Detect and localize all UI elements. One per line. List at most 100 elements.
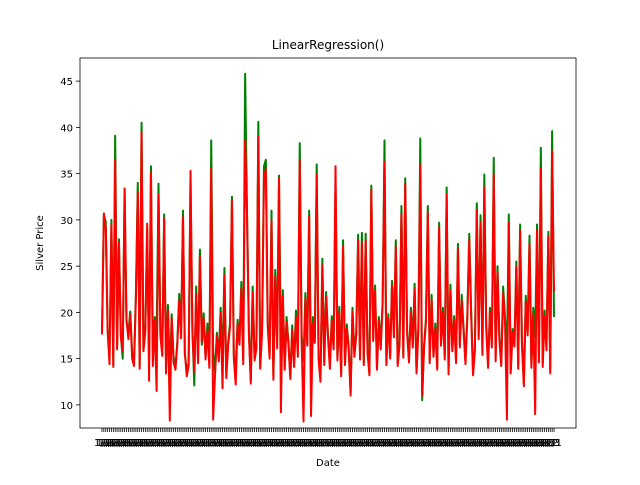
x-tick-label: 1/1 (162, 438, 178, 449)
x-tick-label: 1/3 (137, 438, 153, 449)
x-tick-label: 1/1 (156, 438, 172, 449)
x-tick-label: 1/2 (491, 438, 507, 449)
chart-title: LinearRegression() (272, 38, 384, 52)
x-tick-label: 1/2 (260, 438, 276, 449)
x-tick-label: 1/3 (290, 438, 306, 449)
x-tick-label: 1/2 (378, 438, 394, 449)
x-tick-label: 1/1 (213, 438, 229, 449)
x-tick-label: 1/2 (226, 438, 242, 449)
x-tick-label: 1/2 (486, 438, 502, 449)
x-tick-label: 1/1 (303, 438, 319, 449)
x-tick-label: 1/1 (506, 438, 522, 449)
x-tick-label: 1/1 (529, 438, 545, 449)
x-tick-label: 1/1 (128, 438, 144, 449)
x-tick-label: 1/3 (115, 438, 131, 449)
x-tick-label: 1/2 (198, 438, 214, 449)
x-tick-label: 1/2 (537, 438, 553, 449)
x-tick-label: 1/2 (508, 438, 524, 449)
x-tick-label: 1/2 (418, 438, 434, 449)
x-tick-label: 1/2 (265, 438, 281, 449)
x-tick-label: 1/1 (150, 438, 166, 449)
x-tick-label: 1/1 (473, 438, 489, 449)
x-tick-label: 1/2 (141, 438, 157, 449)
x-tick-label: 1/1 (286, 438, 302, 449)
x-tick-label: 1/2 (294, 438, 310, 449)
x-tick-label: 1/1 (546, 438, 562, 449)
x-tick-label: 1/3 (295, 438, 311, 449)
x-tick-label: 1/2 (469, 438, 485, 449)
x-tick-label: 1/3 (98, 438, 114, 449)
x-tick-label: 1/1 (365, 438, 381, 449)
x-tick-label: 1/2 (158, 438, 174, 449)
x-tick-label: 1/1 (376, 438, 392, 449)
x-tick-label: 1/1 (410, 438, 426, 449)
x-tick-label: 1/1 (122, 438, 138, 449)
x-tick-label: 1/3 (454, 438, 470, 449)
x-tick-label: 1/3 (262, 438, 278, 449)
x-tick-label: 1/2 (271, 438, 287, 449)
x-tick-label: 1/1 (456, 438, 472, 449)
x-tick-label: 1/1 (100, 438, 116, 449)
x-tick-label: 1/2 (424, 438, 440, 449)
x-tick-label: 1/3 (442, 438, 458, 449)
x-tick-label: 1/3 (476, 438, 492, 449)
x-tick-label: 1/1 (224, 438, 240, 449)
x-tick-label: 1/1 (94, 438, 110, 449)
x-tick-label: 1/3 (329, 438, 345, 449)
x-tick-label: 1/3 (352, 438, 368, 449)
x-tick-label: 1/3 (425, 438, 441, 449)
x-tick-label: 1/3 (403, 438, 419, 449)
x-tick-label: 1/3 (301, 438, 317, 449)
x-tick-label: 1/1 (393, 438, 409, 449)
x-tick-label: 1/2 (169, 438, 185, 449)
x-tick-label: 1/2 (503, 438, 519, 449)
x-tick-label: 1/1 (484, 438, 500, 449)
x-tick-label: 1/1 (495, 438, 511, 449)
x-tick-label: 1/3 (143, 438, 159, 449)
x-tick-label: 1/3 (533, 438, 549, 449)
x-tick-label: 1/2 (118, 438, 134, 449)
x-tick-label: 1/3 (420, 438, 436, 449)
x-tick-label: 1/1 (269, 438, 285, 449)
x-tick-label: 1/3 (493, 438, 509, 449)
x-tick-label: 1/2 (209, 438, 225, 449)
x-tick-label: 1/2 (373, 438, 389, 449)
x-tick-label: 1/2 (429, 438, 445, 449)
x-tick-label: 1/3 (233, 438, 249, 449)
x-tick-label: 1/2 (311, 438, 327, 449)
x-tick-label: 1/1 (540, 438, 556, 449)
x-tick-label: 1/3 (358, 438, 374, 449)
x-tick-label: 1/1 (207, 438, 223, 449)
x-tick-label: 1/2 (124, 438, 140, 449)
x-tick-label: 1/1 (275, 438, 291, 449)
x-tick-label: 1/3 (109, 438, 125, 449)
x-tick-label: 1/2 (412, 438, 428, 449)
x-tick-label: 1/2 (531, 438, 547, 449)
x-tick-label: 1/3 (521, 438, 537, 449)
x-tick-label: 1/1 (467, 438, 483, 449)
x-tick-label: 1/1 (218, 438, 234, 449)
x-tick-label: 1/2 (192, 438, 208, 449)
x-tick-label: 1/3 (256, 438, 272, 449)
x-tick-label: 1/3 (103, 438, 119, 449)
x-tick-label: 1/1 (450, 438, 466, 449)
x-tick-label: 1/1 (382, 438, 398, 449)
x-tick-label: 1/1 (292, 438, 308, 449)
x-tick-label: 1/1 (247, 438, 263, 449)
x-tick-label: 1/3 (222, 438, 238, 449)
x-tick-label: 1/3 (132, 438, 148, 449)
x-tick-label: 1/2 (248, 438, 264, 449)
x-tick-label: 1/3 (505, 438, 521, 449)
x-tick-label: 1/3 (431, 438, 447, 449)
x-tick-label: 1/2 (480, 438, 496, 449)
x-tick-label: 1/3 (510, 438, 526, 449)
x-tick-label: 1/1 (167, 438, 183, 449)
x-tick-label: 1/3 (488, 438, 504, 449)
x-tick-label: 1/3 (149, 438, 165, 449)
x-tick-label: 1/2 (407, 438, 423, 449)
x-tick-label: 1/3 (437, 438, 453, 449)
x-tick-label: 1/3 (335, 438, 351, 449)
